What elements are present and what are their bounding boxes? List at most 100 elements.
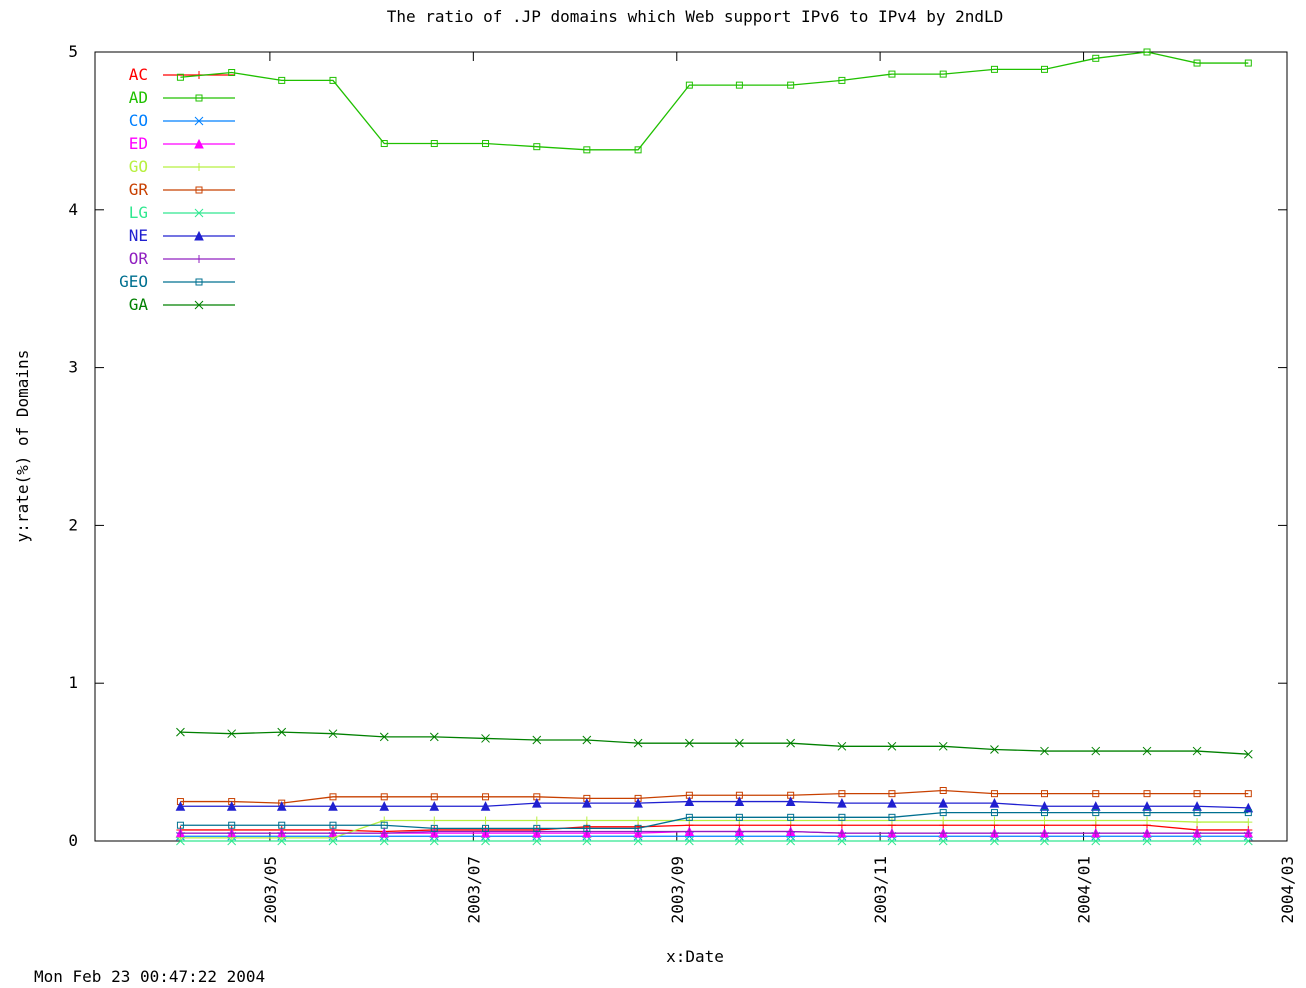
legend-label: LG bbox=[129, 203, 148, 222]
data-point bbox=[1142, 801, 1152, 811]
data-point bbox=[380, 821, 388, 829]
data-point bbox=[328, 729, 338, 739]
legend-marker bbox=[194, 300, 204, 310]
data-point bbox=[1244, 818, 1253, 827]
legend-label: GO bbox=[129, 157, 148, 176]
data-point bbox=[990, 790, 998, 798]
data-point bbox=[1142, 836, 1152, 846]
data-point bbox=[531, 798, 542, 808]
data-point bbox=[1244, 829, 1253, 838]
data-point bbox=[787, 81, 795, 89]
data-point bbox=[328, 836, 338, 846]
data-point bbox=[990, 65, 998, 73]
data-point bbox=[532, 836, 542, 846]
data-point bbox=[429, 801, 440, 811]
series-line bbox=[180, 800, 1249, 809]
series-line bbox=[180, 811, 1249, 830]
data-point bbox=[1244, 59, 1252, 67]
data-point bbox=[277, 829, 286, 838]
data-point bbox=[278, 821, 286, 829]
y-tick-label: 2 bbox=[68, 515, 78, 534]
data-point bbox=[735, 738, 744, 748]
data-point bbox=[633, 738, 643, 748]
data-point bbox=[227, 729, 237, 739]
data-point bbox=[532, 735, 542, 745]
legend-marker bbox=[194, 208, 204, 218]
data-point bbox=[1092, 809, 1100, 817]
data-point bbox=[380, 816, 389, 825]
data-point bbox=[887, 829, 896, 838]
data-point bbox=[887, 836, 897, 846]
data-point bbox=[1040, 816, 1049, 825]
data-point bbox=[1091, 836, 1101, 846]
data-point bbox=[1040, 809, 1048, 817]
data-point bbox=[887, 741, 897, 751]
data-point bbox=[888, 70, 896, 78]
legend-label: AD bbox=[129, 88, 148, 107]
data-point bbox=[329, 76, 337, 84]
data-point bbox=[888, 813, 896, 821]
y-axis-label: y:rate(%) of Domains bbox=[13, 350, 32, 543]
series-line bbox=[180, 789, 1249, 804]
legend-label: GEO bbox=[119, 272, 148, 291]
y-tick-label: 4 bbox=[68, 200, 78, 219]
y-tick-label: 3 bbox=[68, 358, 78, 377]
data-point bbox=[176, 821, 184, 829]
data-point bbox=[837, 741, 847, 751]
data-point bbox=[1090, 801, 1101, 811]
data-point bbox=[1192, 836, 1202, 846]
data-point bbox=[1040, 836, 1049, 846]
data-point bbox=[1092, 54, 1100, 62]
data-point bbox=[787, 813, 795, 821]
data-point bbox=[939, 787, 947, 795]
data-point bbox=[175, 801, 186, 811]
data-point bbox=[176, 836, 185, 846]
data-point bbox=[837, 829, 846, 838]
data-point bbox=[990, 836, 999, 846]
data-point bbox=[633, 836, 643, 846]
plot-border bbox=[94, 51, 1288, 842]
data-point bbox=[1040, 829, 1049, 838]
data-point bbox=[939, 809, 947, 817]
data-point bbox=[1143, 790, 1151, 798]
data-point bbox=[1193, 790, 1201, 798]
data-point bbox=[1243, 749, 1253, 759]
data-point bbox=[887, 798, 897, 808]
x-tick-label: 2003/09 bbox=[668, 856, 687, 923]
data-point bbox=[990, 809, 998, 817]
data-point bbox=[939, 816, 948, 825]
y-tick-label: 5 bbox=[68, 42, 78, 61]
series-line bbox=[180, 819, 1249, 839]
data-point bbox=[380, 829, 389, 838]
data-point bbox=[481, 836, 490, 846]
data-point bbox=[1192, 746, 1202, 756]
data-point bbox=[176, 829, 185, 838]
data-point bbox=[685, 813, 693, 821]
data-point bbox=[1192, 801, 1202, 811]
data-point bbox=[838, 76, 846, 84]
y-tick-label: 0 bbox=[68, 831, 78, 850]
x-tick-label: 2003/11 bbox=[871, 856, 890, 923]
data-point bbox=[227, 836, 237, 846]
data-point bbox=[227, 829, 236, 838]
data-point bbox=[989, 798, 1000, 808]
data-point bbox=[380, 140, 388, 148]
legend-label: ED bbox=[129, 134, 148, 153]
data-point bbox=[786, 827, 795, 836]
data-point bbox=[1193, 829, 1202, 838]
data-point bbox=[735, 813, 743, 821]
footer: Mon Feb 23 00:47:22 2004 bbox=[34, 967, 265, 986]
data-point bbox=[838, 813, 846, 821]
data-point bbox=[429, 732, 439, 742]
data-point bbox=[380, 793, 388, 801]
data-point bbox=[1092, 790, 1100, 798]
data-point bbox=[482, 793, 490, 801]
data-point bbox=[277, 836, 287, 846]
legend-marker bbox=[195, 278, 203, 286]
x-tick-label: 2003/05 bbox=[261, 856, 280, 923]
data-point bbox=[684, 738, 694, 748]
data-point bbox=[1142, 746, 1152, 756]
data-point bbox=[583, 824, 591, 832]
data-point bbox=[582, 816, 591, 825]
